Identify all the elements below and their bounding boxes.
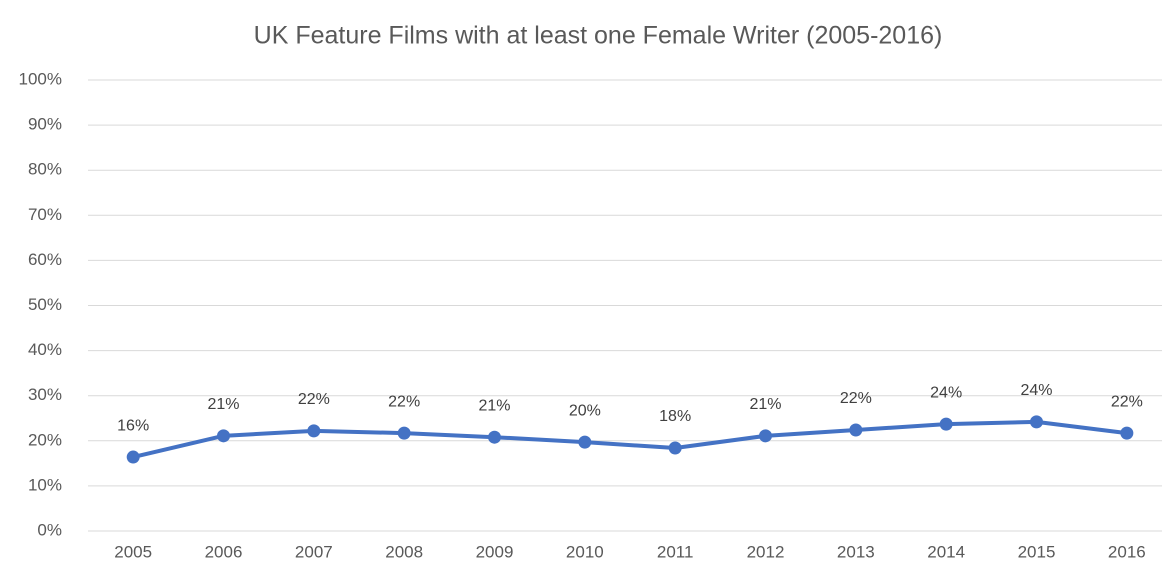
data-label: 22% <box>388 393 420 410</box>
x-tick-label: 2016 <box>1108 542 1146 561</box>
y-tick-label: 80% <box>28 160 62 179</box>
x-tick-label: 2014 <box>927 542 965 561</box>
y-tick-label: 30% <box>28 385 62 404</box>
data-label: 24% <box>930 384 962 401</box>
line <box>132 419 1128 459</box>
x-tick-label: 2007 <box>295 542 333 561</box>
data-label: 20% <box>569 402 601 419</box>
y-tick-label: 20% <box>28 430 62 449</box>
x-tick-label: 2012 <box>747 542 785 561</box>
data-label: 22% <box>1111 393 1143 410</box>
y-tick-label: 40% <box>28 340 62 359</box>
marker <box>1120 426 1134 440</box>
marker <box>759 429 772 443</box>
data-label: 21% <box>749 396 781 413</box>
data-label: 22% <box>840 390 872 407</box>
data-label: 16% <box>117 417 149 434</box>
marker <box>849 423 863 437</box>
x-tick-label: 2015 <box>1018 542 1056 561</box>
marker <box>397 426 411 440</box>
y-tick-label: 50% <box>28 295 62 314</box>
x-tick-label: 2011 <box>657 542 694 561</box>
marker <box>126 450 140 464</box>
data-label: 18% <box>659 408 691 425</box>
data-label: 21% <box>478 397 510 414</box>
marker <box>578 435 592 449</box>
data-label: 21% <box>207 396 239 413</box>
y-tick-label: 90% <box>28 115 62 134</box>
x-tick-label: 2008 <box>385 542 423 561</box>
marker <box>217 429 230 443</box>
y-tick-label: 0% <box>37 520 62 539</box>
x-tick-label: 2005 <box>114 542 152 561</box>
marker <box>488 430 501 444</box>
y-tick-label: 100% <box>19 69 62 88</box>
y-tick-label: 60% <box>28 250 62 269</box>
marker <box>939 417 953 431</box>
x-tick-label: 2009 <box>476 542 514 561</box>
data-label: 22% <box>298 391 330 408</box>
chart-title: UK Feature Films with at least one Femal… <box>254 22 943 50</box>
marker <box>668 441 682 455</box>
data-label: 24% <box>1020 382 1052 399</box>
x-tick-label: 2013 <box>837 542 875 561</box>
y-tick-label: 70% <box>28 205 62 224</box>
y-tick-label: 10% <box>28 475 62 494</box>
marker <box>1030 415 1043 429</box>
x-tick-label: 2006 <box>205 542 243 561</box>
marker <box>307 424 321 438</box>
x-tick-label: 2010 <box>566 542 604 561</box>
